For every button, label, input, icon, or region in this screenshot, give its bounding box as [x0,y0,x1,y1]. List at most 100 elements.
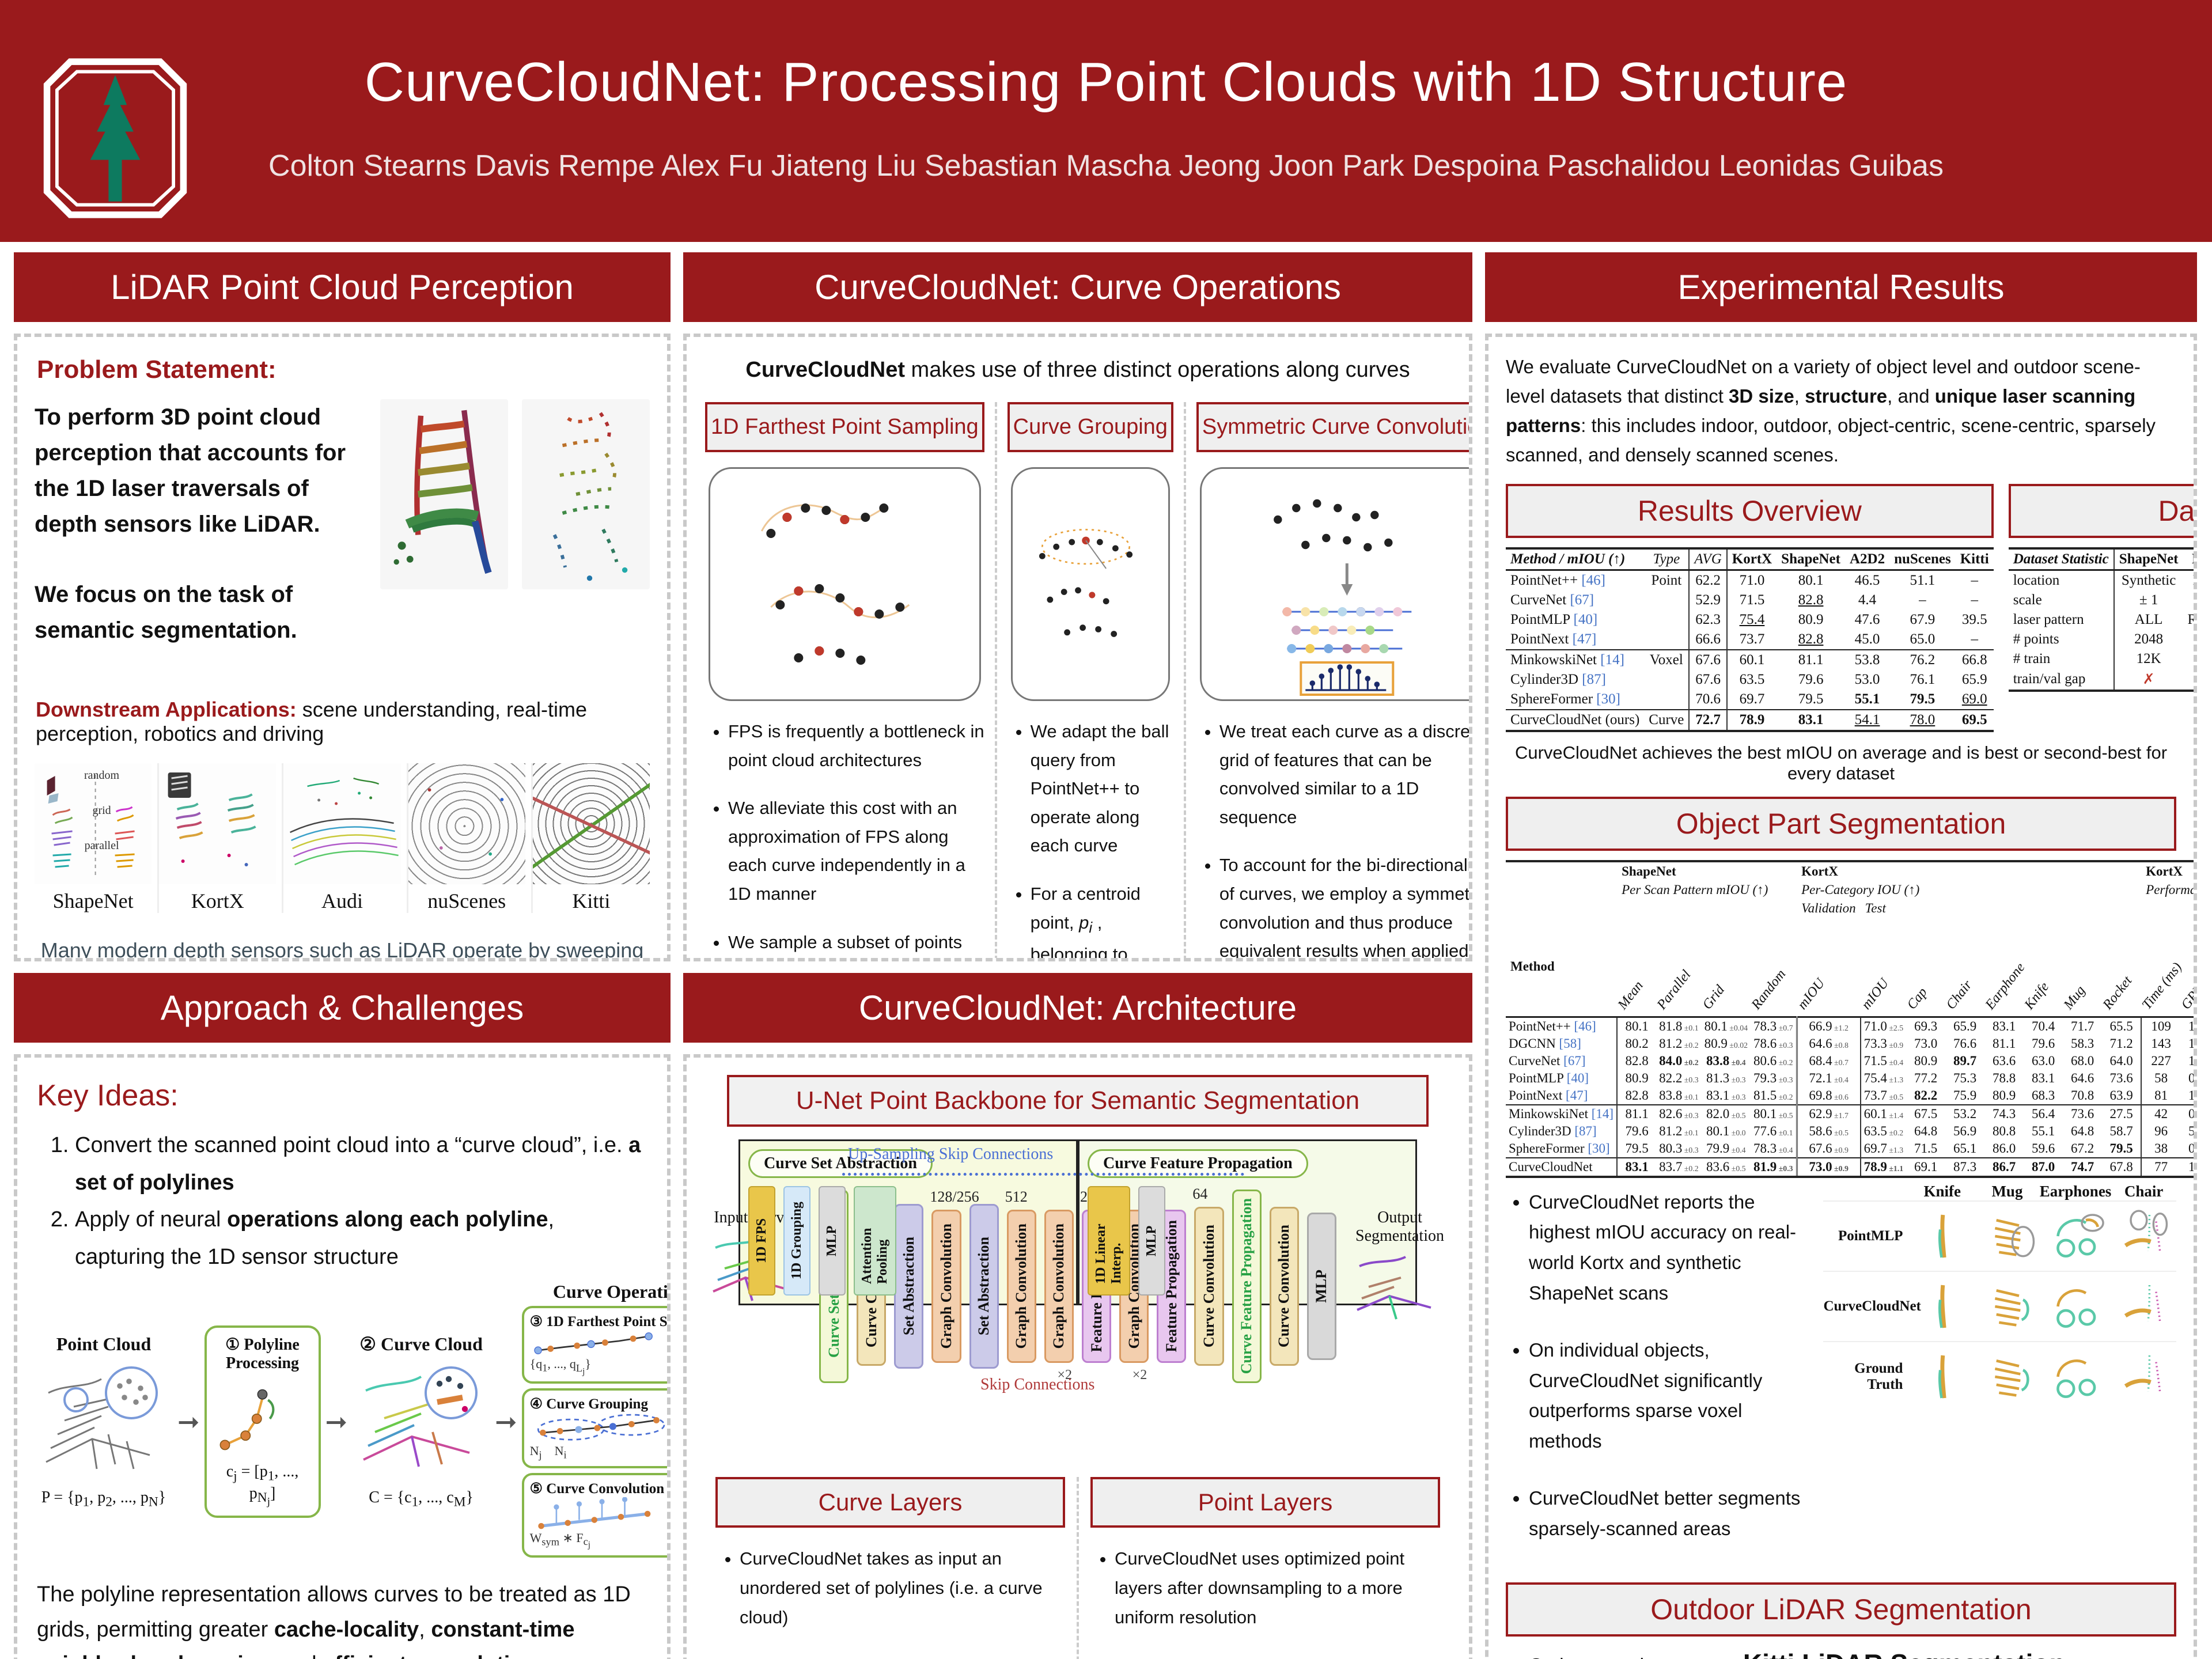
table-cell: 51.1 [1910,572,1936,588]
op-bullet: For a centroid point, pi , belonging to … [1031,880,1173,958]
part-result-bullets: CurveCloudNet reports the highest mIOU a… [1506,1187,1814,1571]
op-fps-note: {q1, ..., qLj} [529,1357,591,1377]
result-bullet: On individual objects, CurveCloudNet sig… [1529,1335,1814,1457]
op-header-convolution: Symmetric Curve Convolution [1196,402,1469,452]
table-cell: Curve [1644,709,1690,732]
object-row-label: CurveCloudNet [1823,1298,1921,1314]
table-cell: Random [1749,917,1797,1018]
table-cell: 69.8 ±0.6 [1796,1086,1861,1105]
table-cell: laser pattern [2013,611,2084,627]
table-row: PointNext [47] 82.8 83.8 ±0.1 83.1 ±0.3 81.5… [1506,1086,2194,1105]
table-cell: PointMLP [40] [1509,1070,1589,1085]
problem-paragraph-1: To perform 3D point cloud perception tha… [35,404,346,537]
table-cell: mIOU [1858,917,1907,1018]
object-column-label: Earphones [2039,1182,2112,1200]
table-cell: 73.6 [2109,1070,2133,1085]
op-convolution-box: ⑤ Curve Convolution Wsym ∗ Fcj [521,1472,667,1558]
table-cell: 82.6 ±0.3 [1656,1104,1702,1123]
pattern-label: grid [92,804,111,817]
table-cell: 75.4 ±1.3 [1859,1069,1907,1087]
table-cell [1617,899,1797,918]
table-cell: 62.9 ±1.7 [1796,1104,1861,1123]
op-bullets-grouping: We adapt the ball query from PointNet++ … [1007,717,1173,958]
object-column-label: Mug [1991,1182,2023,1200]
audi-figure [283,763,401,884]
table-cell: 227 [2141,1052,2181,1070]
table-cell: 72.7 [1688,709,1727,732]
object-cell-chair [2109,1272,2176,1341]
table-cell: 56.9 [1953,1123,1977,1138]
table-cell: MinkowskiNet [14] [1506,1104,1618,1123]
table-cell [2141,899,2194,918]
key-idea-item: Apply of neural operations along each po… [75,1201,650,1275]
arch-subblock: MLP [1138,1186,1165,1296]
table-cell: Parallel [1654,917,1702,1018]
object-cell-earphones [2043,1202,2110,1271]
dataset-label-kortx: KortX [191,889,244,912]
table-cell: 69.5 [1955,709,1994,732]
arch-block: Curve Convolution [1269,1207,1299,1366]
section-body-approach: Key Ideas: Convert the scanned point clo… [14,1054,671,1659]
section-header-approach: Approach & Challenges [14,973,671,1043]
table-cell: 81.1 [1993,1036,2016,1051]
table-row: CurveCloudNet (ours) Curve 72.7 78.9 83.1 54.… [1506,709,1994,732]
table-cell: ALL [2113,609,2183,630]
table-cell: 76.6 [1953,1036,1977,1051]
table-cell: 1.01 [2180,1157,2194,1178]
layer-bullet: CurveCloudNet uses optimized point layer… [1115,1544,1440,1632]
table-cell: location [2013,572,2060,588]
table-cell: 80.1 [1616,1017,1657,1035]
key-ideas-label: Key Ideas: [37,1079,179,1112]
table-cell: 109 [2141,1017,2181,1035]
table-cell: 58.7 [2109,1123,2133,1138]
table-cell: 68.4 ±0.7 [1796,1052,1861,1070]
curve-layers-column: Curve Layers CurveCloudNet takes as inpu… [704,1477,1077,1659]
polyline-sketch [219,1389,274,1450]
table-row: PointNet++ [46] 80.1 81.8 ±0.1 80.1 ±0.04 78… [1506,1017,2194,1035]
table-cell: – [1971,631,1978,647]
table-cell: ShapeNet [1617,859,1797,881]
op-bullet: We treat each curve as a discrete grid o… [1219,717,1469,831]
table-cell: 80.1 ±0.04 [1704,1018,1748,1033]
table-cell: Indoor [2183,570,2194,590]
table-cell: 82.0 ±0.5 [1701,1104,1751,1123]
result-bullet: On large outdoor scenes, CurveCloudNet i… [1529,1650,1728,1659]
table-cell: 80.1 [1798,572,1824,588]
table-cell: 39.5 [1961,611,1987,627]
chair-dense-scan-image [380,399,508,589]
table-cell: 96 [2141,1122,2181,1140]
table-cell: 60.1 [1726,649,1777,670]
table-cell: 71.5 ±0.4 [1859,1052,1907,1070]
point-layers-header: Point Layers [1090,1477,1440,1528]
curve-layers-header: Curve Layers [715,1477,1065,1528]
table-row: locationSyntheticIndoorOutdoorOutdoorOut… [2009,570,2194,590]
polyline-processing-label: ① Polyline Processing [225,1336,300,1373]
table-row: Cylinder3D [87] 79.6 81.2 ±0.1 80.1 ±0.0 77.… [1506,1122,2194,1140]
table-row: SphereFormer [30] 70.6 69.7 79.5 55.1 79.5 69.… [1506,689,1994,710]
table-cell: 82.8 [1616,1086,1657,1105]
table-cell: 70.8 [2071,1088,2094,1103]
nuscenes-figure [408,763,525,884]
table-cell: 75.3 [1953,1070,1977,1085]
table-cell: ± 1 [2113,590,2183,610]
results-intro: We evaluate CurveCloudNet on a variety o… [1506,356,2156,466]
table-cell: 80.9 [1616,1069,1657,1087]
table-cell: – [1971,592,1978,608]
arch-subblock: Attention Pooling [854,1186,896,1296]
object-cell-mug [1976,1342,2043,1411]
table-cell: nuScenes [1889,547,1956,571]
table-cell: 87.3 [1945,1157,1985,1178]
op-bullet: To account for the bi-directionality of … [1219,851,1469,958]
object-cell-earphones [2043,1272,2110,1341]
key-idea-item: Convert the scanned point cloud into a “… [75,1127,650,1201]
table-cell: SphereFormer [30] [1510,691,1620,707]
table-cell: 69.7 [1726,689,1777,710]
table-cell: 79.6 [1798,671,1824,687]
op-bullets-convolution: We treat each curve as a discrete grid o… [1196,717,1469,958]
table-cell: Dataset Statistic [2008,547,2114,571]
columns: LiDAR Point Cloud Perception Problem Sta… [0,242,2212,1659]
dataset-item-audi: Audi [282,763,401,913]
table-cell: 55.1 [1854,691,1880,707]
key-ideas-list: Convert the scanned point cloud into a “… [35,1127,650,1275]
table-cell: 73.0 [1914,1036,1938,1051]
